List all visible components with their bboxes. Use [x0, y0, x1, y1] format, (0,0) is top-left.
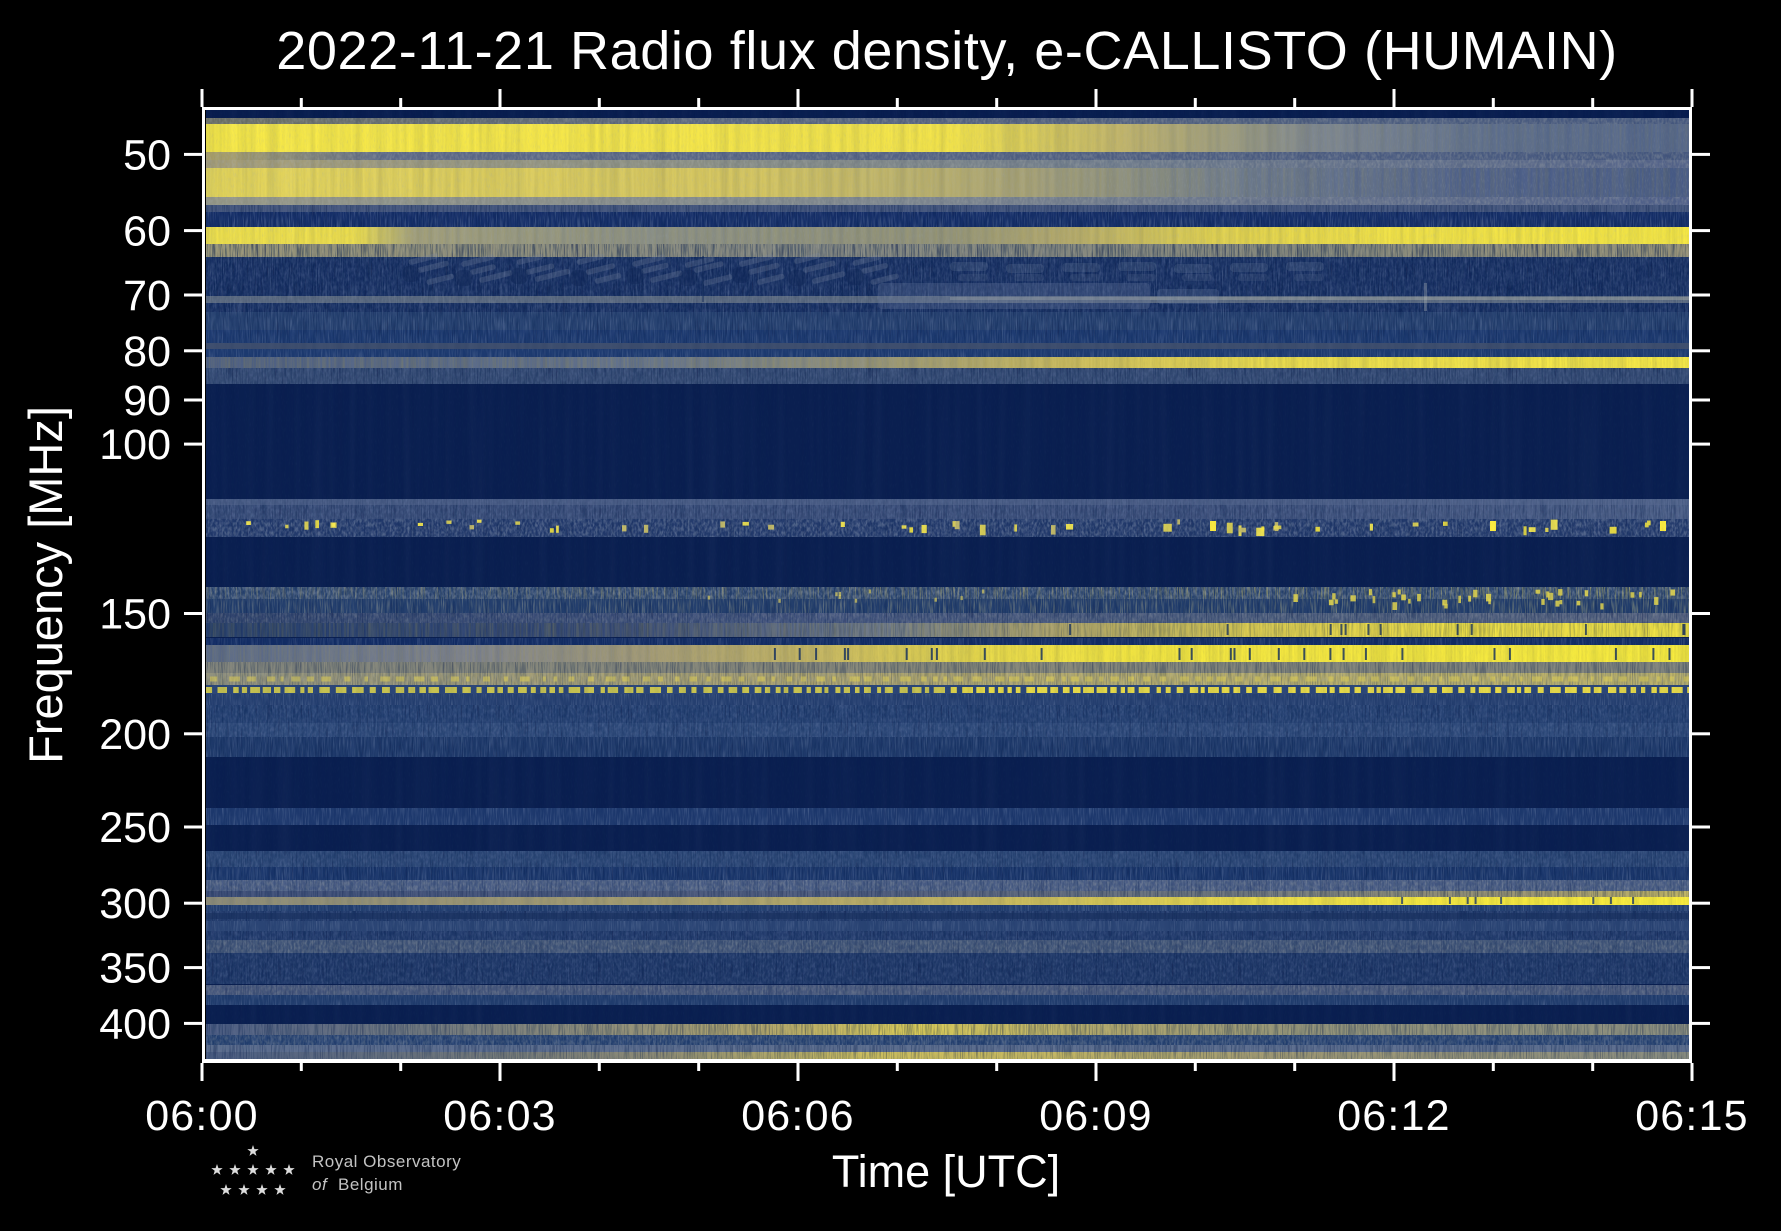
svg-text:150: 150 [99, 591, 171, 639]
svg-text:06:15: 06:15 [1635, 1092, 1749, 1140]
svg-text:90: 90 [123, 377, 171, 425]
svg-text:Frequency [MHz]: Frequency [MHz] [19, 406, 72, 764]
svg-text:400: 400 [99, 1000, 171, 1048]
svg-text:06:03: 06:03 [443, 1092, 557, 1140]
svg-text:50: 50 [123, 131, 171, 179]
svg-text:350: 350 [99, 945, 171, 993]
svg-text:Time [UTC]: Time [UTC] [832, 1146, 1060, 1197]
svg-text:06:06: 06:06 [741, 1092, 855, 1140]
svg-text:06:09: 06:09 [1039, 1092, 1153, 1140]
svg-text:300: 300 [99, 880, 171, 928]
svg-text:of: of [312, 1175, 329, 1194]
svg-text:06:00: 06:00 [145, 1092, 259, 1140]
svg-text:70: 70 [123, 272, 171, 320]
svg-text:200: 200 [99, 711, 171, 759]
svg-text:250: 250 [99, 804, 171, 852]
svg-text:80: 80 [123, 328, 171, 376]
svg-text:Belgium: Belgium [338, 1175, 403, 1194]
svg-text:100: 100 [99, 421, 171, 469]
svg-text:Royal Observatory: Royal Observatory [312, 1152, 461, 1171]
svg-text:60: 60 [123, 208, 171, 256]
svg-text:06:12: 06:12 [1337, 1092, 1451, 1140]
svg-text:2022-11-21 Radio flux density,: 2022-11-21 Radio flux density, e-CALLIST… [276, 21, 1618, 81]
